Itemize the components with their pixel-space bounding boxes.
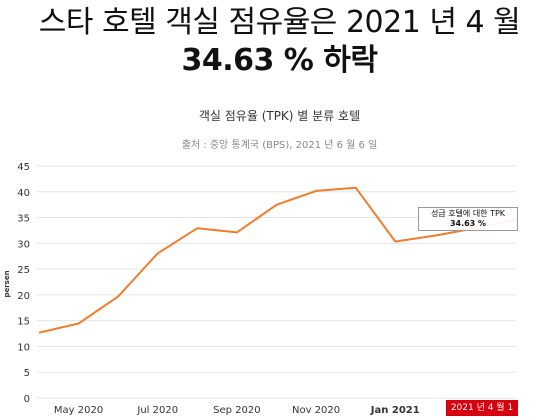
chart-subtitle: 객실 점유율 (TPK) 별 분류 호텔	[198, 109, 361, 123]
y-tick-label: 25	[17, 265, 30, 276]
y-tick-label: 35	[17, 214, 30, 225]
y-tick-label: 30	[17, 239, 30, 250]
y-tick-label: 15	[17, 317, 30, 328]
headline-line-1: 스타 호텔 객실 점유율은 2021 년 4 월	[38, 5, 521, 40]
y-tick-layer: 0 5 10 15 20 25 30 35 40 45	[17, 162, 30, 405]
y-tick-label: 45	[17, 162, 30, 173]
series-line	[38, 186, 515, 334]
x-tick-label: May 2020	[54, 405, 103, 416]
tooltip-label: 성급 호텔에 대한 TPK	[430, 209, 506, 218]
y-tick-label: 10	[17, 342, 30, 353]
date-badge: 2021 년 4 월 1	[446, 400, 518, 416]
x-tick-label: Sep 2020	[213, 405, 260, 416]
y-tick-label: 20	[17, 291, 30, 302]
y-tick-label: 40	[17, 188, 30, 199]
grid-layer	[37, 165, 516, 399]
y-tick-label: 5	[24, 368, 30, 379]
x-tick-label: Nov 2020	[292, 405, 340, 416]
x-tick-layer: May 2020 Jul 2020 Sep 2020 Nov 2020 Jan 2021	[54, 405, 420, 416]
tooltip-value: 34.63 %	[449, 219, 487, 228]
headline-line-2: 34.63 % 하락	[181, 43, 378, 78]
data-tooltip: 성급 호텔에 대한 TPK 34.63 %	[418, 207, 518, 231]
y-axis-label: persen	[3, 270, 11, 297]
y-tick-label: 0	[24, 394, 30, 405]
x-tick-label: Jan 2021	[370, 405, 420, 416]
headline: 스타 호텔 객실 점유율은 2021 년 4 월 34.63 % 하락	[0, 4, 559, 80]
chart-source: 출처 : 중앙 통계국 (BPS), 2021 년 6 월 6 일	[181, 140, 378, 151]
x-tick-label: Jul 2020	[136, 405, 178, 416]
